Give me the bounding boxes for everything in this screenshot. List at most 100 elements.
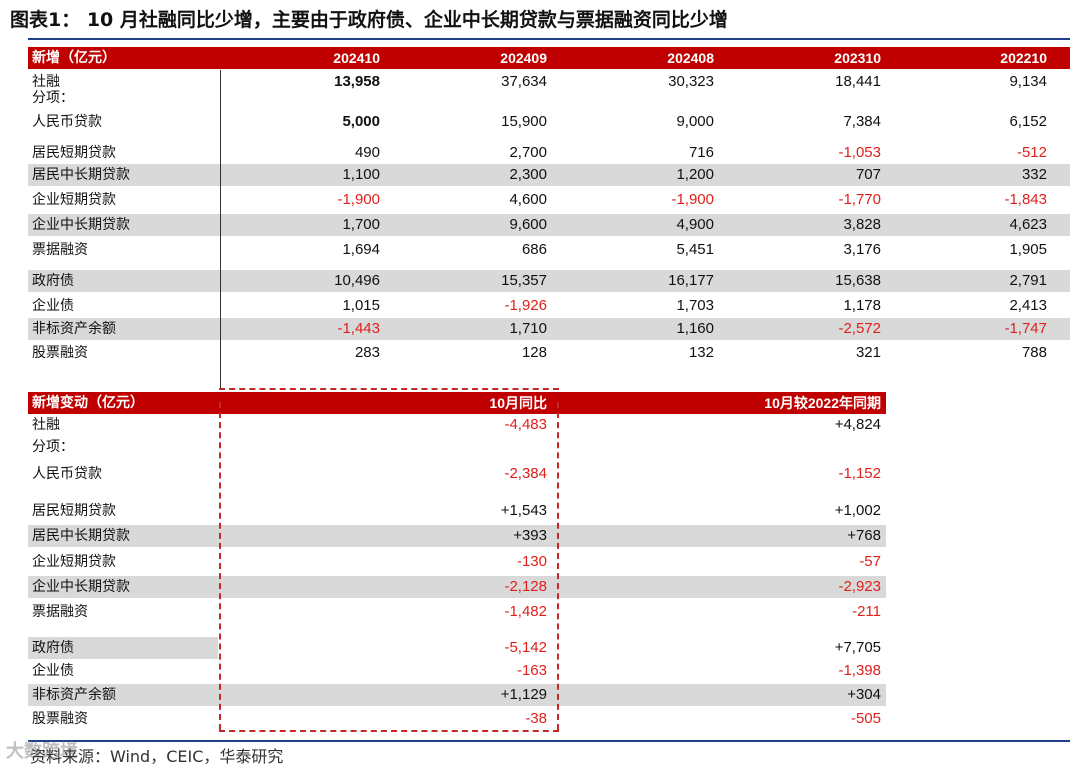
table1-cell: 1,015 <box>342 297 380 314</box>
source-note: 资料来源：Wind，CEIC，华泰研究 <box>30 747 284 766</box>
table1-row-label: 社融 <box>32 74 60 90</box>
table1-header-row: 新增（亿元） 202410 202409 202408 202310 202210 <box>28 47 1070 69</box>
table1-cell: 1,178 <box>843 297 881 314</box>
table1-cell: 321 <box>855 344 881 361</box>
table1-cell: 7,384 <box>843 113 881 130</box>
table1-header-col-5: 202210 <box>1000 50 1047 66</box>
table2-cell: -1,152 <box>838 465 881 482</box>
table1-header-col-3: 202408 <box>667 50 714 66</box>
table1-header-col-1: 202410 <box>333 50 380 66</box>
table2-cell: +7,705 <box>834 639 881 656</box>
table1-cell: 16,177 <box>668 272 714 289</box>
table1-cell: -1,843 <box>1004 191 1047 208</box>
table2-row: 股票融资 -38 -505 <box>28 708 886 730</box>
table1-cell: 1,905 <box>1009 241 1047 258</box>
table1-cell: 128 <box>521 344 547 361</box>
table2-cell: +1,543 <box>500 502 547 519</box>
table2-header-col-2: 10月较2022年同期 <box>764 395 881 411</box>
table2-cell: +304 <box>847 686 881 703</box>
table1-cell: 1,703 <box>676 297 714 314</box>
table1-row: 票据融资 1,694 686 5,451 3,176 1,905 <box>28 239 1070 261</box>
table2-row: 非标资产余额 +1,129 +304 <box>28 684 886 706</box>
table1-row-label: 非标资产余额 <box>32 321 116 337</box>
table2-cell: -1,398 <box>838 662 881 679</box>
table1-header-col-2: 202409 <box>500 50 547 66</box>
table1-row-label: 股票融资 <box>32 345 88 361</box>
bottom-rule <box>28 740 1070 742</box>
table1-cell: 9,600 <box>509 216 547 233</box>
table1-cell: 18,441 <box>835 73 881 90</box>
table2-cell <box>347 436 547 458</box>
table1-cell: 30,323 <box>668 73 714 90</box>
table1-cell: 4,623 <box>1009 216 1047 233</box>
table1-cell: 1,160 <box>676 320 714 337</box>
table1-cell: 15,900 <box>501 113 547 130</box>
table2-row-label: 企业短期贷款 <box>32 554 116 570</box>
table1-row: 企业债 1,015 -1,926 1,703 1,178 2,413 <box>28 295 1070 317</box>
table1-cell: -1,770 <box>838 191 881 208</box>
table2-cell: +393 <box>513 527 547 544</box>
table2-dashed-divider <box>219 402 221 730</box>
table1-row: 居民短期贷款 490 2,700 716 -1,053 -512 <box>28 142 1070 164</box>
table1-row-label: 企业短期贷款 <box>32 192 116 208</box>
table2-cell: +4,824 <box>834 416 881 433</box>
table2-cell: -4,483 <box>504 416 547 433</box>
table1-cell: 716 <box>688 144 714 161</box>
table2-cell: -130 <box>516 553 547 570</box>
table1-row: 居民中长期贷款 1,100 2,300 1,200 707 332 <box>28 164 1070 186</box>
table1-cell: 1,710 <box>509 320 547 337</box>
table2-cell: -505 <box>850 710 881 727</box>
table1-cell: 2,700 <box>509 144 547 161</box>
table2-row: 居民中长期贷款 +393 +768 <box>28 525 886 547</box>
table1-row-label: 票据融资 <box>32 242 88 258</box>
table2-row-label: 非标资产余额 <box>32 687 116 703</box>
table1-cell: 3,176 <box>843 241 881 258</box>
table2-header-col-1: 10月同比 <box>489 395 547 411</box>
table1-row: 非标资产余额 -1,443 1,710 1,160 -2,572 -1,747 <box>28 318 1070 340</box>
table1-cell <box>927 87 1047 109</box>
table1-cell: 4,600 <box>509 191 547 208</box>
table2-dashed-divider <box>557 402 559 730</box>
table1-row-label: 分项： <box>32 90 74 106</box>
table2-row-label: 居民短期贷款 <box>32 503 116 519</box>
table2-row-label: 居民中长期贷款 <box>32 528 130 544</box>
table1-cell: 1,200 <box>676 166 714 183</box>
table1-cell: 490 <box>354 144 380 161</box>
table2-row: 票据融资 -1,482 -211 <box>28 601 886 623</box>
table2-row-label: 股票融资 <box>32 711 88 727</box>
table1-cell: 5,451 <box>676 241 714 258</box>
table2-cell: -1,482 <box>504 603 547 620</box>
table2-row-label: 人民币贷款 <box>32 466 102 482</box>
table2-row-label: 票据融资 <box>32 604 88 620</box>
table2-row: 社融 -4,483 +4,824 <box>28 414 886 436</box>
table1-cell: 2,300 <box>509 166 547 183</box>
table2-row-label: 政府债 <box>32 640 74 656</box>
table1-cell: 1,100 <box>342 166 380 183</box>
table1-cell <box>427 87 547 109</box>
table1-cell: 132 <box>688 344 714 361</box>
table1-cell: 15,357 <box>501 272 547 289</box>
table2-cell: -57 <box>859 553 881 570</box>
table1-cell: 2,413 <box>1009 297 1047 314</box>
table2-row: 人民币贷款 -2,384 -1,152 <box>28 463 886 485</box>
table2-cell: -38 <box>525 710 547 727</box>
table1-header-label: 新增（亿元） <box>32 50 116 66</box>
table1-row: 人民币贷款 5,000 15,900 9,000 7,384 6,152 <box>28 111 1070 133</box>
table2-dashed-top <box>219 388 559 390</box>
table1-cell: 13,958 <box>334 73 380 90</box>
top-rule <box>28 38 1070 40</box>
table1-cell: -1,747 <box>1004 320 1047 337</box>
table2-row-label: 企业中长期贷款 <box>32 579 130 595</box>
table1-row: 政府债 10,496 15,357 16,177 15,638 2,791 <box>28 270 1070 292</box>
table1-cell: 9,000 <box>676 113 714 130</box>
table1-cell: -512 <box>1016 144 1047 161</box>
table1-cell: 2,791 <box>1009 272 1047 289</box>
table1-cell: 9,134 <box>1009 73 1047 90</box>
table1-cell: 788 <box>1021 344 1047 361</box>
table2-cell: -163 <box>516 662 547 679</box>
table2-cell: -2,384 <box>504 465 547 482</box>
table2-cell <box>681 436 881 458</box>
table1-row-label: 企业中长期贷款 <box>32 217 130 233</box>
table2-row: 企业中长期贷款 -2,128 -2,923 <box>28 576 886 598</box>
table2-cell: -2,128 <box>504 578 547 595</box>
